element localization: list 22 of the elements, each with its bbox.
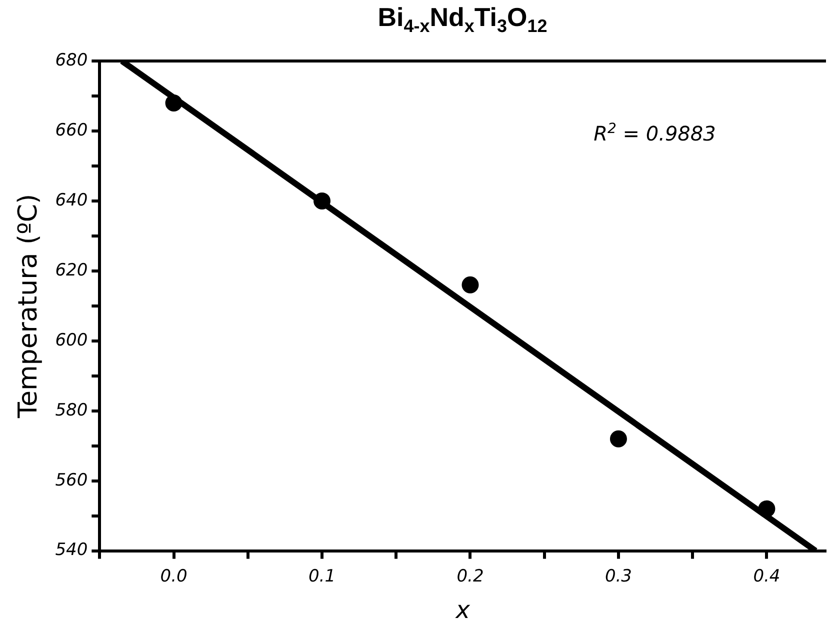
y-tick-label: 600	[55, 330, 88, 350]
x-tick-label: 0.2	[456, 566, 484, 586]
point	[314, 192, 330, 210]
x-tick-label: 0.0	[160, 566, 188, 586]
point	[462, 276, 479, 294]
y-tick-label: 620	[55, 260, 88, 280]
point	[165, 94, 182, 112]
y-tick-label: 640	[55, 190, 88, 210]
y-tick-label: 560	[55, 470, 88, 490]
point	[610, 430, 627, 448]
annotation: R$^{2}$ = 0.9883	[594, 121, 716, 146]
y-tick-label: 540	[55, 540, 88, 560]
x-axis-title: x	[454, 596, 471, 624]
x-tick-label: 0.3	[604, 566, 632, 586]
y-tick-label: 660	[55, 120, 88, 140]
point	[758, 500, 776, 518]
x-tick-label: 0.4	[753, 566, 780, 586]
x-tick-label: 0.1	[308, 566, 336, 586]
y-tick-label: 680	[55, 50, 88, 70]
y-tick-label: 580	[55, 400, 88, 420]
chart-title: Bi$_{4-x}$Nd$_{x}$Ti$_{3}$O$_{12}$	[376, 2, 548, 38]
y-axis-title: Temperatura (ºC)	[13, 194, 44, 419]
